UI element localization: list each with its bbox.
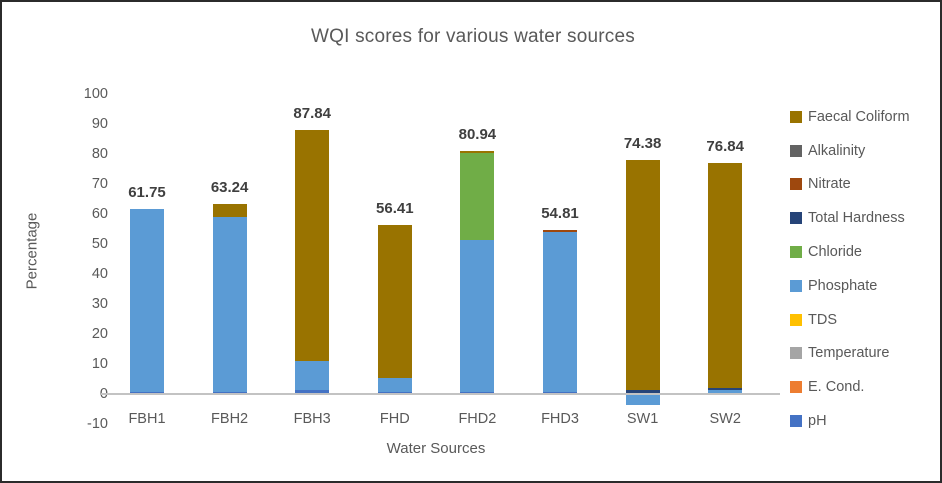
category-label-fhd: FHD (379, 411, 410, 427)
bar-total-label-sw1: 74.38 (623, 135, 662, 153)
y-tick-label: 60 (91, 206, 108, 222)
bar-total-label-fbh3: 87.84 (293, 105, 331, 123)
bar-segment-ph-fhd[interactable] (377, 391, 412, 394)
bar-segment-faecal-coliform-sw2[interactable] (708, 163, 743, 388)
legend-label: Temperature (808, 345, 890, 362)
bar-segment-phosphate-fhd2[interactable] (460, 240, 495, 392)
legend: Faecal Coliform Alkalinity Nitrate Total Ha… (790, 100, 940, 438)
legend-swatch-icon (790, 110, 802, 123)
bar-segment-phosphate-fhd3[interactable] (543, 231, 577, 392)
chart-title: WQI scores for various water sources (311, 26, 635, 47)
bar-total-label-sw2: 76.84 (706, 138, 744, 156)
bar-total-label-fbh2: 63.24 (210, 179, 249, 197)
legend-label: TDS (808, 311, 837, 328)
bar-segment-phosphate-fbh3[interactable] (295, 361, 330, 391)
legend-label: Faecal Coliform (808, 108, 910, 125)
legend-swatch-icon (790, 178, 802, 191)
bar-segment-ph-fhd3[interactable] (543, 391, 577, 394)
category-label-fbh1: FBH1 (128, 411, 166, 427)
legend-item-chloride[interactable]: Chloride (790, 235, 940, 269)
bar-segment-faecal-coliform-fhd2[interactable] (460, 151, 495, 153)
legend-item-tds[interactable]: TDS (790, 303, 940, 337)
y-tick-label: 90 (91, 116, 108, 132)
legend-label: E. Cond. (808, 379, 865, 396)
zero-axis-line (101, 393, 780, 395)
legend-swatch-icon (790, 144, 802, 157)
y-tick-label: 100 (83, 86, 108, 102)
legend-swatch-icon (790, 415, 802, 428)
legend-item-nitrate[interactable]: Nitrate (790, 168, 940, 202)
bar-total-label-fhd: 56.41 (376, 199, 414, 217)
bar-segment-phosphate-sw2[interactable] (708, 390, 743, 394)
legend-label: Phosphate (808, 277, 878, 294)
y-axis-label-text: Percentage (23, 212, 41, 290)
bar-segment-ph-fbh3[interactable] (295, 390, 330, 394)
bar-segment-faecal-coliform-fbh2[interactable] (212, 204, 247, 217)
legend-swatch-icon (790, 246, 802, 259)
bar-total-label-fhd2: 80.94 (458, 126, 497, 144)
y-tick-label: 30 (91, 296, 108, 312)
y-tick-label: 70 (91, 176, 108, 192)
bar-segment-faecal-coliform-fhd[interactable] (377, 224, 412, 378)
bar-segment-nitrate-fhd3[interactable] (543, 229, 577, 232)
category-label-sw1: SW1 (626, 411, 659, 427)
bar-total-label-fbh1: 61.75 (128, 183, 166, 201)
legend-label: Nitrate (808, 176, 851, 193)
legend-label: Chloride (808, 244, 862, 261)
legend-swatch-icon (790, 279, 802, 292)
category-label-fhd3: FHD3 (541, 411, 579, 427)
legend-item-total-hardness[interactable]: Total Hardness (790, 201, 940, 235)
legend-item-phosphate[interactable]: Phosphate (790, 269, 940, 303)
category-label-fbh2: FBH2 (211, 411, 249, 427)
category-label-fbh3: FBH3 (293, 411, 331, 427)
legend-label: pH (808, 413, 827, 430)
category-label-fhd2: FHD2 (458, 411, 497, 427)
y-tick-label: 20 (91, 326, 108, 342)
bar-segment-phosphate-sw1[interactable] (625, 394, 660, 405)
bar-segment-phosphate-fbh1[interactable] (130, 208, 164, 392)
legend-item-alkalinity[interactable]: Alkalinity (790, 134, 940, 168)
bar-segment-ph-fhd2[interactable] (460, 391, 495, 394)
bar-segment-chloride-fhd2[interactable] (460, 152, 495, 240)
bar-segment-phosphate-fbh2[interactable] (212, 217, 247, 392)
bar-segment-total-hardness-sw1[interactable] (625, 390, 660, 394)
bar-segment-faecal-coliform-fbh3[interactable] (295, 130, 330, 361)
bar-total-label-fhd3: 54.81 (541, 204, 579, 222)
bar-segment-ph-fbh2[interactable] (212, 391, 247, 394)
legend-label: Alkalinity (808, 142, 866, 159)
y-tick-label: 50 (91, 236, 108, 252)
bar-segment-ph-fbh1[interactable] (130, 391, 164, 394)
bar-segment-total-hardness-sw2[interactable] (708, 388, 743, 391)
legend-item-temperature[interactable]: Temperature (790, 337, 940, 371)
y-tick-label: 80 (91, 146, 108, 162)
x-axis-label: Water Sources (386, 440, 486, 457)
y-tick-label: 10 (91, 356, 108, 372)
legend-swatch-icon (790, 212, 802, 225)
category-label-sw2: SW2 (709, 411, 741, 427)
legend-label: Total Hardness (808, 210, 905, 227)
bar-segment-phosphate-fhd[interactable] (377, 378, 412, 392)
legend-swatch-icon (790, 381, 802, 394)
legend-swatch-icon (790, 313, 802, 326)
bar-segment-faecal-coliform-sw1[interactable] (625, 160, 660, 391)
legend-item-faecal-coliform[interactable]: Faecal Coliform (790, 100, 940, 134)
legend-item-ph[interactable]: pH (790, 404, 940, 438)
y-tick-label: 40 (91, 266, 108, 282)
legend-swatch-icon (790, 347, 802, 360)
y-tick-label: -10 (87, 416, 108, 432)
legend-item-e-cond[interactable]: E. Cond. (790, 370, 940, 404)
